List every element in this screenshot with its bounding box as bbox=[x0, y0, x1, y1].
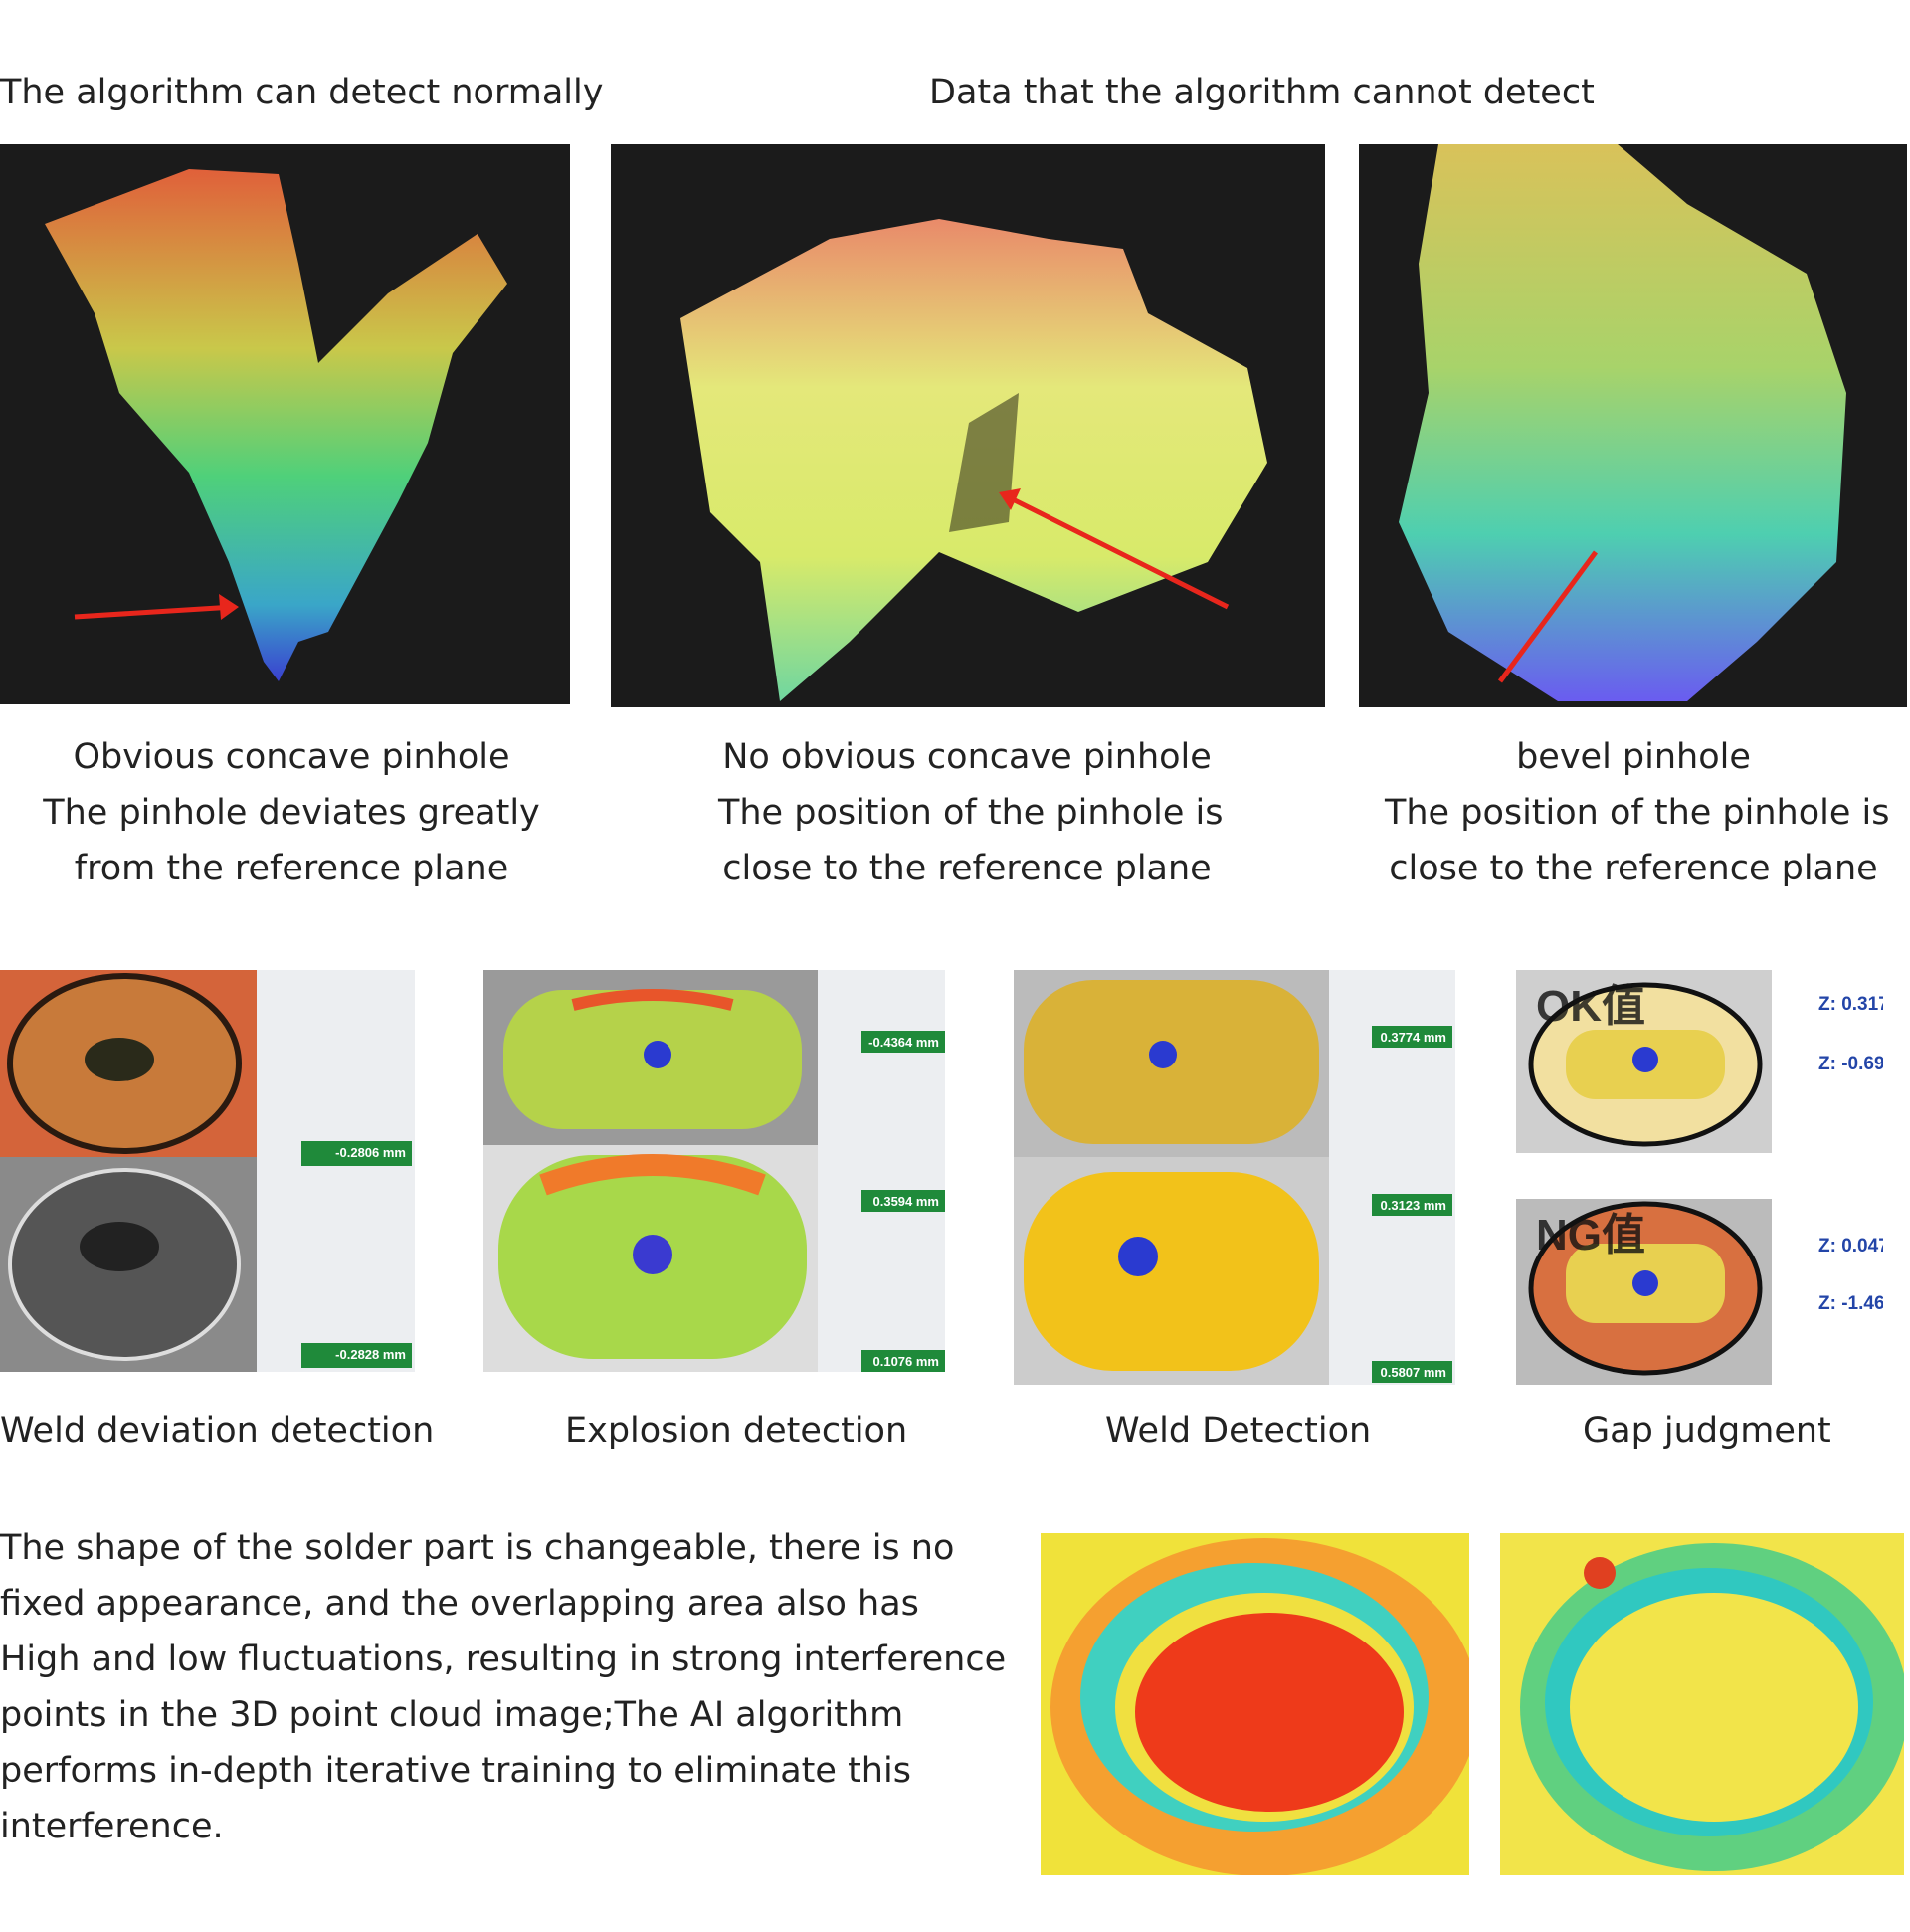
point-cloud-image bbox=[1359, 144, 1907, 707]
caption: Weld deviation detection bbox=[0, 1411, 435, 1450]
text-line: High and low fluctuations, resulting in … bbox=[0, 1640, 1007, 1679]
caption: bevel pinhole The position of the pinhole… bbox=[1385, 737, 1890, 888]
caption: Gap judgment bbox=[1583, 1411, 1831, 1450]
caption: Explosion detection bbox=[565, 1411, 908, 1450]
inspection-screenshot: OK值 NG值 Z: 0.317 Z: -0.690 Z: 0.047 Z: -… bbox=[1516, 970, 1883, 1385]
height-map-image bbox=[1041, 1533, 1469, 1875]
tag: OK值 bbox=[1536, 982, 1645, 1031]
caption: Obvious concave pinhole The pinhole devia… bbox=[43, 737, 540, 888]
text-line: interference. bbox=[0, 1807, 224, 1846]
reading: -0.2806 mm bbox=[301, 1141, 412, 1166]
reading: 0.3123 mm bbox=[1372, 1194, 1452, 1216]
inspection-screenshot: 0.3774 mm 0.3123 mm 0.5807 mm bbox=[1014, 970, 1455, 1385]
inspection-screenshot: -0.2806 mm -0.2828 mm bbox=[0, 970, 415, 1372]
height-map-image bbox=[1500, 1533, 1904, 1875]
point-cloud-image bbox=[0, 144, 570, 704]
reading: 0.1076 mm bbox=[861, 1350, 945, 1372]
reading: 0.3594 mm bbox=[861, 1190, 945, 1212]
reading: 0.3774 mm bbox=[1372, 1026, 1452, 1048]
reading: Z: 0.047 bbox=[1818, 1236, 1883, 1256]
reading: -0.4364 mm bbox=[861, 1031, 945, 1053]
text-line: points in the 3D point cloud image;The A… bbox=[0, 1695, 904, 1735]
text-line: performs in-depth iterative training to … bbox=[0, 1751, 911, 1791]
reading: 0.5807 mm bbox=[1372, 1361, 1452, 1383]
reading: Z: -1.466 bbox=[1818, 1293, 1883, 1314]
description: The shape of the solder part is changeab… bbox=[0, 1520, 1006, 1854]
tag: NG值 bbox=[1536, 1211, 1645, 1259]
reading: Z: -0.690 bbox=[1818, 1054, 1883, 1074]
reading: Z: 0.317 bbox=[1818, 994, 1883, 1015]
text-line: The shape of the solder part is changeab… bbox=[0, 1528, 955, 1568]
caption: Weld Detection bbox=[1105, 1411, 1372, 1450]
heading: The algorithm can detect normally bbox=[0, 73, 604, 112]
reading: -0.2828 mm bbox=[301, 1343, 412, 1368]
point-cloud-image bbox=[611, 144, 1325, 707]
inspection-screenshot: -0.4364 mm 0.3594 mm 0.1076 mm bbox=[483, 970, 945, 1372]
text-line: fixed appearance, and the overlapping ar… bbox=[0, 1584, 919, 1624]
caption: No obvious concave pinhole The position o… bbox=[718, 737, 1224, 888]
heading: Data that the algorithm cannot detect bbox=[929, 73, 1595, 112]
